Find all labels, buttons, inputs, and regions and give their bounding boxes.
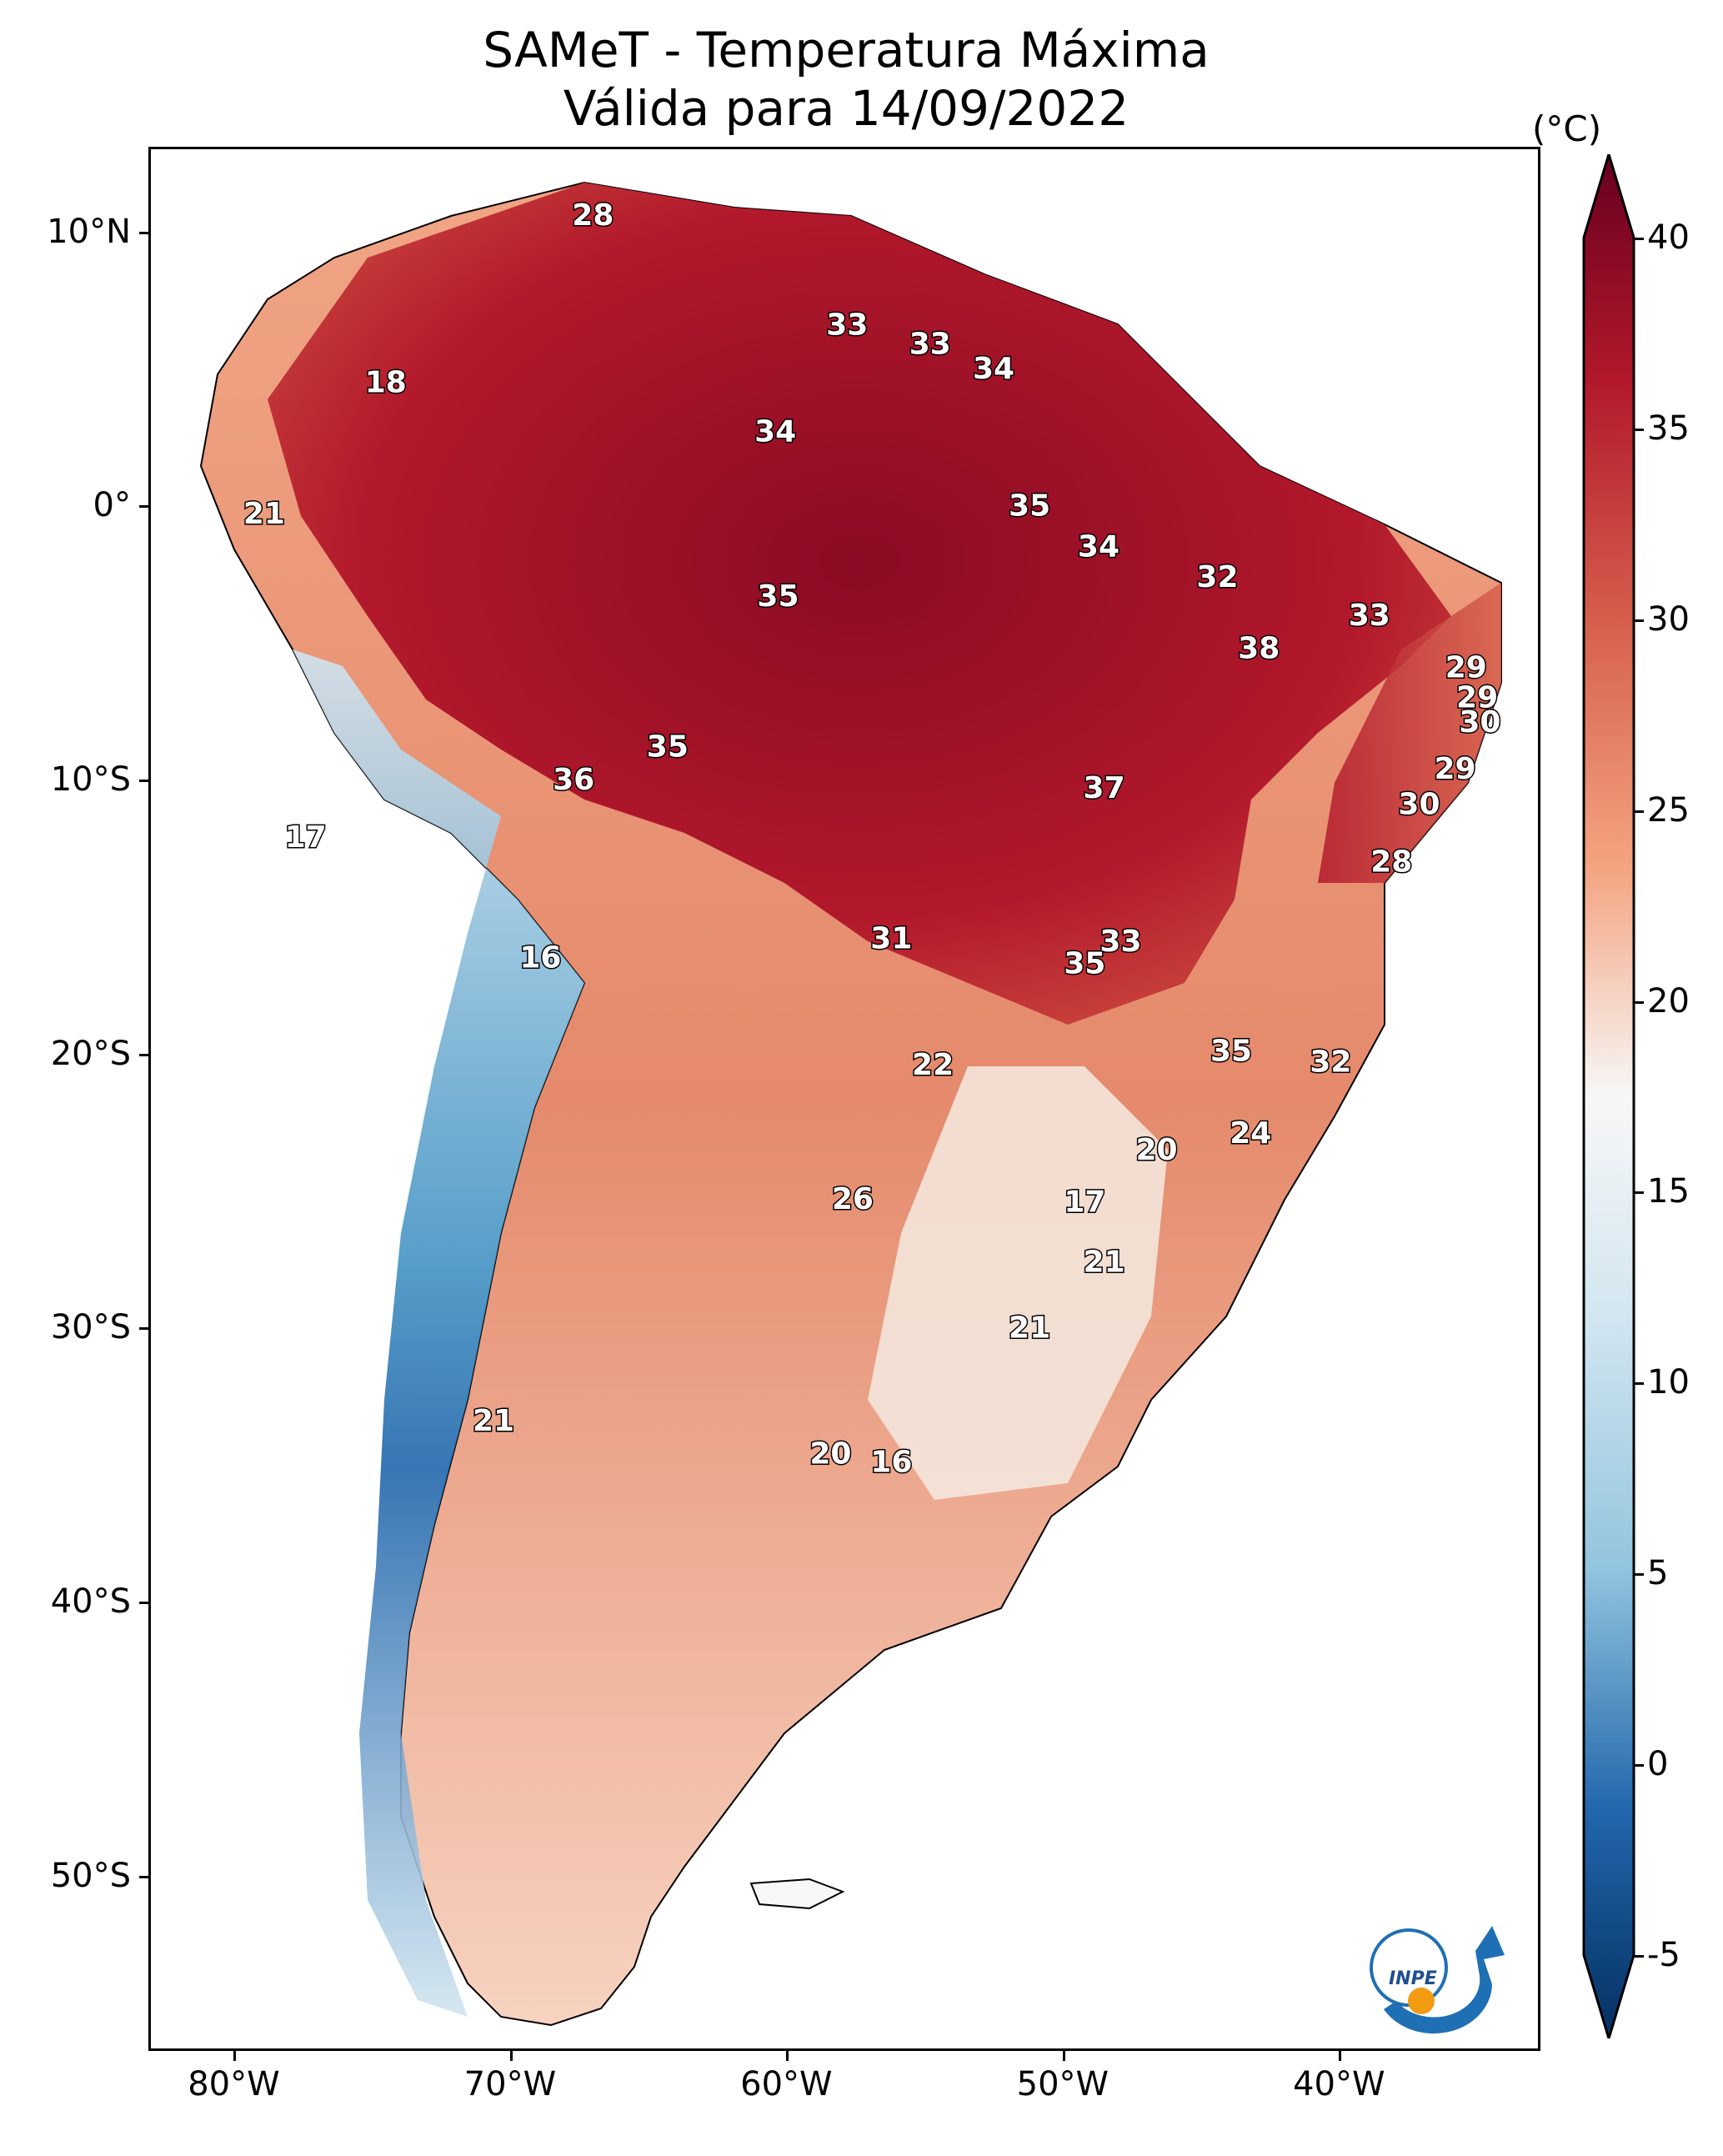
temperature-value-label: 16 (519, 941, 561, 975)
temperature-value-label: 22 (912, 1048, 954, 1082)
temperature-value-label: 30 (1398, 788, 1440, 822)
latitude-tick (139, 780, 149, 783)
temperature-value-label: 32 (1310, 1045, 1351, 1080)
colorbar-tick-label: 15 (1647, 1172, 1690, 1211)
colorbar-tick-label: -5 (1647, 1936, 1680, 1974)
colorbar-tick-label: 0 (1647, 1745, 1669, 1784)
longitude-tick (786, 2051, 789, 2061)
colorbar-tick-label: 30 (1647, 599, 1690, 639)
temperature-value-label: 35 (647, 730, 689, 765)
logo-text: INPE (1389, 1968, 1437, 1989)
colorbar-tick-label: 35 (1647, 409, 1690, 448)
temperature-value-label: 36 (553, 763, 594, 797)
longitude-label: 40°W (1293, 2065, 1385, 2103)
temperature-value-label: 17 (285, 820, 327, 855)
temperature-value-label: 35 (1009, 489, 1050, 523)
longitude-label: 60°W (740, 2065, 833, 2103)
colorbar-fill (1582, 154, 1635, 2038)
temperature-value-label: 18 (365, 365, 407, 399)
latitude-tick (139, 505, 149, 509)
temperature-value-label: 31 (870, 922, 912, 956)
temperature-value-label: 21 (243, 497, 285, 531)
colorbar-tick (1634, 1764, 1644, 1767)
south-cool-region (868, 1066, 1168, 1500)
temperature-value-label: 21 (473, 1404, 514, 1438)
temperature-value-label: 35 (1210, 1034, 1252, 1068)
temperature-value-label: 28 (572, 198, 614, 233)
temperature-value-label: 33 (1099, 925, 1141, 959)
temperature-value-label: 34 (754, 415, 796, 449)
colorbar-tick-label: 5 (1647, 1554, 1669, 1593)
temperature-value-label: 26 (832, 1182, 874, 1216)
latitude-tick (139, 1327, 149, 1331)
latitude-tick (139, 1875, 149, 1878)
map-title: SAMeT - Temperatura Máxima (483, 22, 1210, 78)
colorbar-tick-label: 20 (1647, 981, 1690, 1020)
colorbar-tick (1634, 238, 1644, 240)
inpe-logo-icon: INPE (1370, 1926, 1505, 2034)
colorbar-tick (1634, 1000, 1644, 1004)
latitude-label: 10°S (50, 760, 131, 800)
colorbar-tick (1634, 619, 1644, 622)
latitude-label: 50°S (50, 1856, 131, 1895)
colorbar-tick-label: 10 (1647, 1363, 1690, 1402)
temperature-value-label: 21 (1084, 1246, 1125, 1280)
temperature-value-label: 29 (1435, 752, 1476, 786)
longitude-tick (509, 2051, 513, 2061)
colorbar-unit: (°C) (1532, 108, 1602, 149)
colorbar-tick (1634, 1955, 1644, 1958)
colorbar-tick (1634, 1191, 1644, 1195)
temperature-value-label: 35 (757, 579, 799, 614)
latitude-label: 0° (93, 486, 131, 525)
longitude-label: 80°W (188, 2065, 280, 2103)
temperature-value-label: 20 (1136, 1133, 1178, 1167)
temperature-value-label: 33 (1349, 599, 1390, 633)
latitude-tick (139, 1602, 149, 1605)
temperature-value-label: 32 (1196, 560, 1238, 594)
colorbar (1582, 154, 1635, 2038)
longitude-tick (1339, 2051, 1342, 2061)
temperature-value-label: 28 (1370, 845, 1412, 880)
latitude-tick (139, 231, 149, 234)
colorbar-tick (1634, 1382, 1644, 1386)
temperature-value-label: 34 (1078, 530, 1119, 564)
latitude-tick (139, 1053, 149, 1056)
temperature-value-label: 33 (909, 327, 951, 361)
temperature-value-label: 16 (870, 1446, 912, 1480)
temperature-value-label: 20 (809, 1437, 851, 1472)
latitude-label: 40°S (50, 1582, 131, 1622)
temperature-value-label: 34 (973, 352, 1014, 386)
temperature-value-label: 29 (1456, 680, 1498, 714)
longitude-tick (233, 2051, 237, 2061)
temperature-value-label: 24 (1230, 1116, 1271, 1151)
map-frame: 28 33 33 34 34 18 21 35 34 32 33 35 38 29 29 30 29 30 35 36… (148, 147, 1540, 2051)
colorbar-tick (1634, 428, 1644, 431)
temperature-value-label: 33 (826, 308, 868, 342)
latitude-label: 20°S (50, 1034, 131, 1073)
temperature-value-label: 37 (1084, 771, 1125, 805)
map-subtitle: Válida para 14/09/2022 (563, 80, 1129, 137)
longitude-label: 70°W (463, 2065, 557, 2103)
andes-cold-band (293, 649, 584, 2017)
colorbar-tick-label: 40 (1647, 218, 1690, 257)
longitude-tick (1062, 2051, 1065, 2061)
northeast-coast-region (1318, 583, 1501, 883)
colorbar-tick (1634, 810, 1644, 813)
latitude-label: 30°S (50, 1308, 131, 1347)
hot-region (268, 183, 1451, 1025)
latitude-label: 10°N (47, 212, 131, 251)
colorbar-tick-label: 25 (1647, 790, 1690, 830)
temperature-value-label: 30 (1459, 705, 1500, 740)
temperature-value-label: 38 (1238, 631, 1280, 665)
longitude-label: 50°W (1016, 2065, 1109, 2103)
colorbar-tick (1634, 1573, 1644, 1577)
temperature-value-label: 35 (1064, 946, 1105, 980)
temperature-value-label: 17 (1064, 1185, 1105, 1219)
temperature-value-label: 29 (1445, 650, 1487, 684)
temperature-value-label: 21 (1009, 1311, 1050, 1345)
falkland-islands (749, 1878, 845, 1910)
